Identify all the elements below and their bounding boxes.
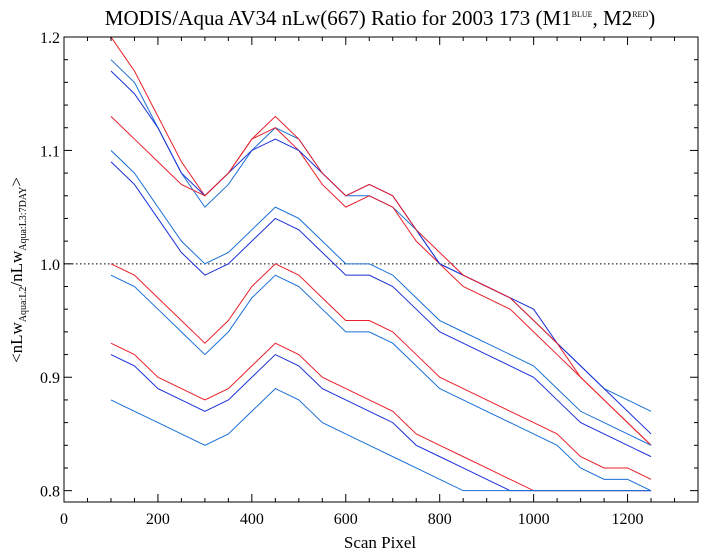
series-line-5 — [110, 161, 652, 458]
y-axis-label: <nLwAqua:L2/nLwAqua:L3:7DAY> — [7, 177, 29, 363]
y-axis-label-sub1: Aqua:L2 — [18, 287, 29, 323]
chart-title-end: ) — [648, 6, 655, 30]
y-tick-label-4: 1.2 — [40, 30, 60, 47]
series-line-0 — [110, 59, 652, 412]
series-line-9 — [110, 353, 652, 492]
x-tick-label-2: 400 — [240, 511, 264, 528]
x-tick-label-3: 600 — [334, 511, 358, 528]
series-line-1 — [110, 37, 652, 446]
chart-title-main: MODIS/Aqua AV34 nLw(667) Ratio for 2003 … — [105, 6, 572, 30]
chart-title: MODIS/Aqua AV34 nLw(667) Ratio for 2003 … — [105, 6, 655, 30]
y-axis-label-b: /nLw — [7, 250, 26, 287]
x-tick-label-1: 200 — [146, 511, 170, 528]
chart-title-sup2: RED — [632, 10, 648, 19]
x-tick-label-4: 800 — [428, 511, 452, 528]
y-tick-label-3: 1.1 — [40, 143, 60, 160]
x-axis-label: Scan Pixel — [344, 533, 417, 552]
series-line-10 — [110, 387, 652, 492]
series-line-4 — [110, 150, 652, 446]
plot-frame — [63, 36, 699, 503]
y-tick-label-2: 1.0 — [40, 257, 60, 274]
series-layer — [110, 37, 652, 492]
chart-title-sup1: BLUE — [572, 10, 593, 19]
series-line-6 — [110, 263, 652, 480]
x-tick-label-0: 0 — [60, 511, 68, 528]
x-tick-label-6: 1200 — [612, 511, 644, 528]
y-axis-label-c: > — [7, 177, 26, 187]
x-tick-label-5: 1000 — [518, 511, 550, 528]
y-tick-label-1: 0.9 — [40, 370, 60, 387]
series-line-2 — [110, 70, 652, 435]
series-line-3 — [110, 115, 652, 446]
y-axis-label-a: <nLw — [7, 321, 26, 362]
chart-title-mid: , M2 — [593, 6, 633, 30]
y-tick-label-0: 0.8 — [40, 484, 60, 501]
y-axis-label-sub2: Aqua:L3:7DAY — [18, 187, 29, 251]
series-line-7 — [110, 274, 652, 492]
